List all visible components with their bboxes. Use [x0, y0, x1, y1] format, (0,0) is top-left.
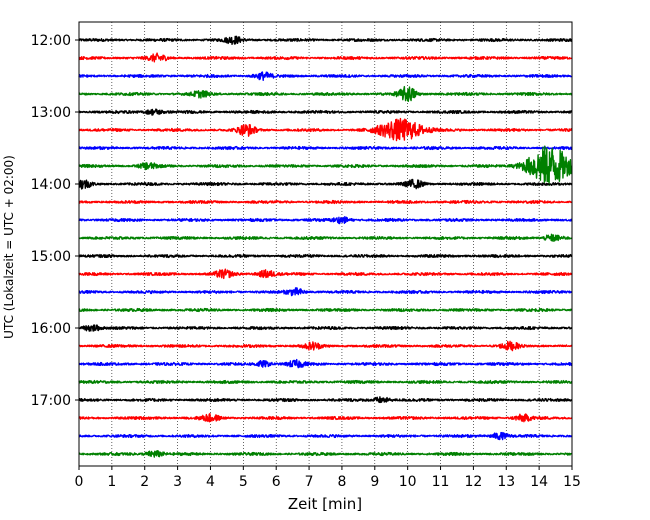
trace-16:30	[78, 358, 573, 369]
x-tick-label-9: 9	[370, 474, 379, 490]
trace-17:15	[78, 412, 573, 423]
trace-16:15	[78, 340, 573, 352]
x-tick-label-4: 4	[206, 474, 215, 490]
x-tick-label-0: 0	[75, 474, 84, 490]
vertical-gridlines	[111, 22, 540, 466]
x-tick-label-14: 14	[530, 474, 548, 490]
trace-12:45	[78, 85, 573, 102]
x-tick-label-15: 15	[563, 474, 581, 490]
x-tick-label-11: 11	[432, 474, 450, 490]
y-tick-label-13:00: 13:00	[31, 105, 71, 121]
trace-14:45	[78, 233, 572, 242]
y-tick-label-12:00: 12:00	[31, 33, 71, 49]
trace-15:15	[78, 268, 573, 280]
trace-14:15	[78, 199, 573, 205]
x-tick-label-5: 5	[239, 474, 248, 490]
y-tick-label-14:00: 14:00	[31, 177, 71, 193]
x-tick-label-6: 6	[272, 474, 281, 490]
y-tick-label-17:00: 17:00	[31, 393, 71, 409]
trace-13:00	[78, 108, 573, 116]
x-tick-label-2: 2	[140, 474, 149, 490]
x-tick-label-1: 1	[107, 474, 116, 490]
trace-13:30	[78, 145, 572, 151]
x-tick-label-13: 13	[497, 474, 515, 490]
seismic-traces	[78, 35, 573, 458]
y-axis-label: UTC (Lokalzeit = UTC + 02:00)	[2, 155, 16, 339]
x-tick-label-12: 12	[464, 474, 482, 490]
trace-15:45	[78, 307, 573, 313]
trace-12:30	[78, 71, 572, 81]
x-axis-ticks: 0 1 2 3 4 5 6 7 8 9 10 11 12 13 14 15	[75, 466, 581, 490]
plot-frame	[78, 21, 573, 467]
trace-16:45	[78, 379, 573, 385]
trace-16:00	[78, 324, 573, 332]
trace-17:00	[78, 396, 572, 404]
x-tick-label-10: 10	[399, 474, 417, 490]
trace-17:30	[78, 431, 573, 441]
x-axis-label: Zeit [min]	[288, 495, 362, 513]
x-tick-label-8: 8	[337, 474, 346, 490]
trace-12:00	[78, 35, 573, 46]
y-tick-label-15:00: 15:00	[31, 249, 71, 265]
x-tick-label-7: 7	[305, 474, 314, 490]
trace-14:30	[78, 216, 573, 225]
y-axis-ticks: 12:00 13:00 14:00 15:00 16:00 17:00	[31, 33, 79, 409]
trace-14:00	[78, 178, 573, 190]
trace-12:15	[78, 52, 572, 63]
x-tick-label-3: 3	[173, 474, 182, 490]
trace-15:30	[78, 287, 573, 297]
trace-17:45	[78, 449, 573, 458]
trace-15:00	[78, 253, 573, 259]
y-tick-label-16:00: 16:00	[31, 321, 71, 337]
trace-13:45	[78, 145, 573, 187]
trace-13:15	[78, 117, 573, 142]
